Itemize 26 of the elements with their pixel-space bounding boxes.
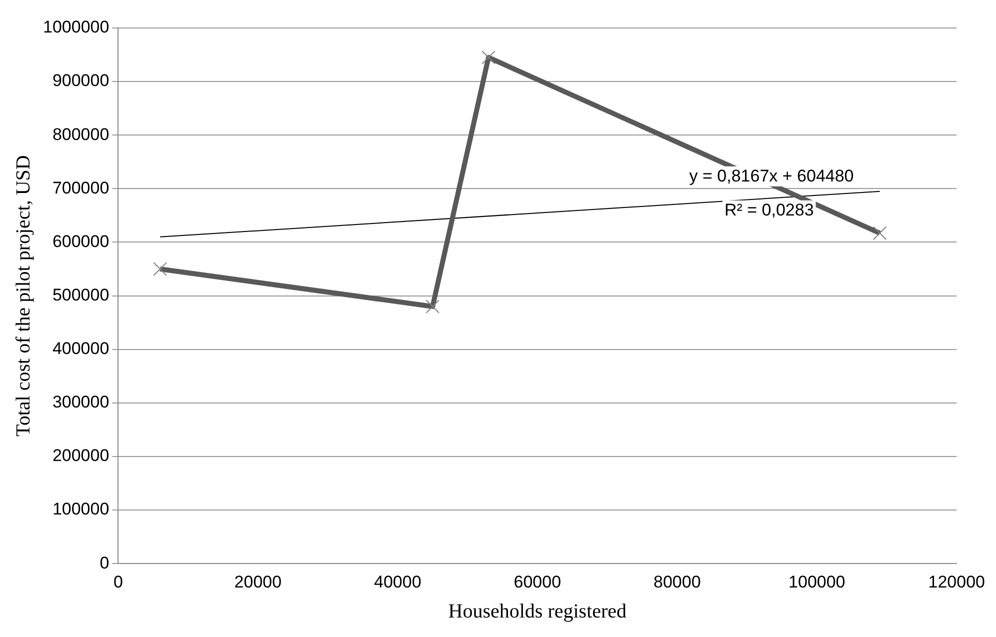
y-tick-label: 800000 xyxy=(52,124,110,144)
y-tick-label: 1000000 xyxy=(42,18,110,37)
annotation: R² = 0,0283 xyxy=(724,200,814,220)
x-tick-label: 20000 xyxy=(234,572,282,592)
x-tick-label: 0 xyxy=(113,572,123,592)
y-tick-label: 200000 xyxy=(52,446,110,466)
y-tick-label: 600000 xyxy=(52,232,110,251)
x-tick-label: 60000 xyxy=(514,572,562,592)
point xyxy=(153,262,167,276)
x-tick-label: 40000 xyxy=(374,572,422,592)
y-tick-label: 100000 xyxy=(52,500,110,519)
point xyxy=(426,300,440,314)
x-tick-label: 100000 xyxy=(788,572,846,592)
y-axis-title: Total cost of the pilot project, USD xyxy=(12,155,34,436)
x-tick-label: 120000 xyxy=(928,572,986,592)
x-axis-title: Households registered xyxy=(448,600,627,622)
y-tick-label: 700000 xyxy=(52,178,110,198)
y-tick-label: 900000 xyxy=(52,71,110,90)
y-tick-label: 500000 xyxy=(52,285,110,304)
y-tick-label: 400000 xyxy=(52,339,110,358)
annotation: y = 0,8167x + 604480 xyxy=(689,166,854,186)
point xyxy=(872,226,887,240)
y-tick-label: 0 xyxy=(100,553,110,572)
y-tick-label: 300000 xyxy=(52,392,110,412)
x-tick-label: 80000 xyxy=(654,572,701,592)
point xyxy=(482,50,496,64)
